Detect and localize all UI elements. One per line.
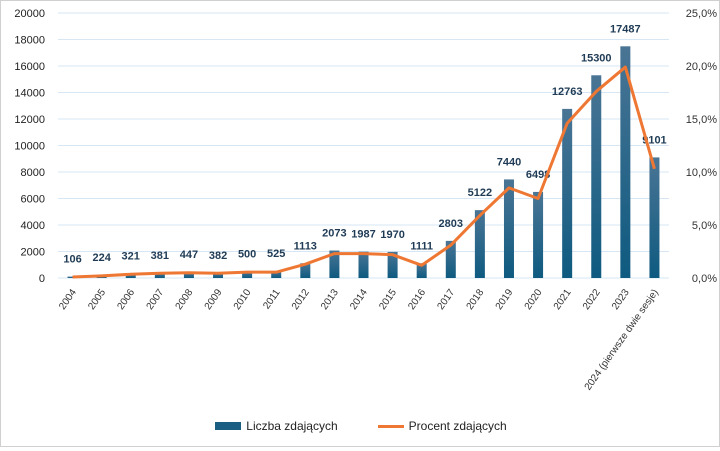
bar [649,157,659,278]
right-tick-label: 15,0% [686,114,717,126]
data-label: 447 [180,249,198,261]
x-tick-label: 2018 [465,287,487,312]
data-label: 15300 [581,52,612,64]
right-tick-label: 10,0% [686,167,717,179]
x-tick-label: 2006 [115,287,137,312]
data-label: 382 [209,250,227,262]
data-label: 525 [267,248,285,260]
x-tick-label: 2010 [232,287,254,312]
right-tick-label: 20,0% [686,61,717,73]
left-tick-label: 0 [39,273,45,285]
right-tick-label: 0,0% [692,273,717,285]
data-label: 1113 [294,240,317,252]
bar [359,252,369,278]
x-tick-label: 2022 [581,287,603,312]
data-label: 106 [63,254,81,266]
x-tick-label: 2005 [86,287,108,312]
x-tick-label: 2007 [145,287,167,312]
x-tick-label: 2011 [261,287,283,311]
x-tick-label: 2008 [174,287,196,312]
right-tick-label: 5,0% [692,220,717,232]
left-tick-label: 8000 [21,167,45,179]
left-tick-label: 4000 [21,220,45,232]
data-label: 7440 [497,156,521,168]
x-tick-label: 2017 [435,287,457,312]
data-label: 224 [92,252,111,264]
data-label: 2803 [439,218,463,230]
x-tick-label: 2019 [494,287,516,312]
bar [591,75,601,278]
x-tick-label: 2004 [57,287,79,312]
legend-item-line: Procent zdających [378,419,507,433]
x-tick-label: 2012 [290,287,312,312]
data-label: 1111 [410,240,433,252]
x-tick-label: 2021 [552,287,574,312]
data-label: 1970 [380,229,404,241]
legend-label-line: Procent zdających [409,419,507,433]
left-tick-label: 16000 [14,61,45,73]
x-tick-label: 2023 [610,287,632,312]
data-label: 17487 [610,23,641,35]
data-label: 1987 [351,229,375,241]
legend-swatch-line [378,425,404,428]
data-label: 2073 [322,228,346,240]
x-tick-label: 2020 [523,287,545,312]
bar [504,179,514,278]
x-tick-label: 2013 [319,287,341,312]
left-tick-label: 2000 [21,247,45,259]
data-label: 500 [238,248,256,260]
x-tick-label: 2016 [406,287,428,312]
legend-swatch-bar [215,422,241,430]
data-label: 12763 [552,86,583,98]
right-tick-label: 25,0% [686,8,717,20]
left-tick-label: 12000 [14,114,45,126]
legend-item-bars: Liczba zdających [215,419,337,433]
data-label: 321 [122,251,140,263]
x-tick-label: 2015 [377,287,399,312]
left-tick-label: 14000 [14,88,45,100]
x-tick-label: 2009 [203,287,225,312]
data-label: 5122 [468,187,492,199]
left-tick-label: 10000 [14,141,45,153]
left-tick-label: 6000 [21,194,45,206]
left-tick-label: 20000 [14,8,45,20]
x-tick-label: 2014 [348,287,370,312]
legend-label-bars: Liczba zdających [246,419,337,433]
data-label: 381 [151,250,169,262]
left-tick-label: 18000 [14,35,45,47]
bar [533,192,543,278]
legend: Liczba zdających Procent zdających [1,419,720,433]
